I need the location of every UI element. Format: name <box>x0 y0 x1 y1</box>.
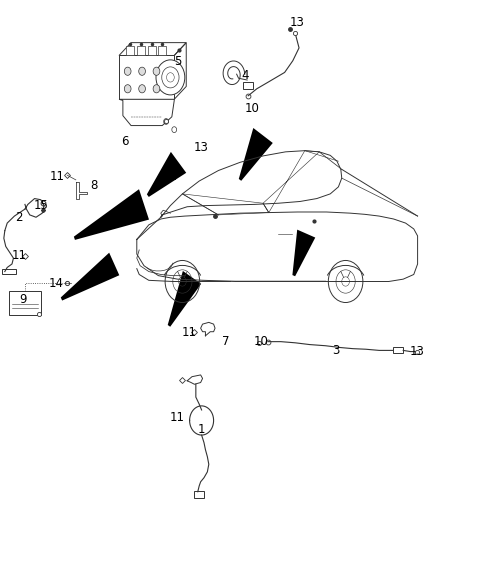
Circle shape <box>139 85 145 93</box>
FancyBboxPatch shape <box>137 46 145 55</box>
Text: 2: 2 <box>15 211 23 224</box>
Circle shape <box>153 67 160 75</box>
Text: 13: 13 <box>194 141 209 154</box>
Polygon shape <box>119 99 174 126</box>
Circle shape <box>156 60 185 95</box>
FancyBboxPatch shape <box>119 55 174 99</box>
FancyBboxPatch shape <box>243 82 253 89</box>
Text: 11: 11 <box>12 249 27 262</box>
Polygon shape <box>168 271 201 327</box>
Text: 10: 10 <box>254 335 269 348</box>
Text: 9: 9 <box>19 293 27 305</box>
FancyBboxPatch shape <box>194 491 204 498</box>
Polygon shape <box>292 230 315 276</box>
Text: 13: 13 <box>290 16 305 29</box>
Text: 13: 13 <box>410 345 425 358</box>
FancyBboxPatch shape <box>393 347 403 353</box>
Circle shape <box>124 85 131 93</box>
FancyBboxPatch shape <box>9 291 41 315</box>
Polygon shape <box>61 253 120 301</box>
Text: 8: 8 <box>90 179 97 192</box>
FancyBboxPatch shape <box>2 269 16 274</box>
Text: 5: 5 <box>174 55 181 68</box>
Circle shape <box>162 67 179 88</box>
Polygon shape <box>74 189 149 240</box>
FancyBboxPatch shape <box>126 46 134 55</box>
Text: 15: 15 <box>34 199 48 212</box>
Text: 1: 1 <box>198 423 205 436</box>
Text: 12: 12 <box>163 170 178 183</box>
FancyBboxPatch shape <box>158 46 166 55</box>
Text: 7: 7 <box>222 335 229 348</box>
Circle shape <box>139 67 145 75</box>
Text: 11: 11 <box>182 326 197 339</box>
Polygon shape <box>147 152 186 197</box>
Circle shape <box>124 67 131 75</box>
Text: 10: 10 <box>245 102 259 114</box>
Text: 11: 11 <box>170 411 185 424</box>
Text: 3: 3 <box>332 344 340 357</box>
Text: 6: 6 <box>121 135 129 148</box>
Circle shape <box>153 85 160 93</box>
Text: 11: 11 <box>50 170 65 183</box>
Text: 4: 4 <box>241 69 249 82</box>
Polygon shape <box>239 128 273 181</box>
FancyBboxPatch shape <box>148 46 156 55</box>
Text: 14: 14 <box>49 277 64 290</box>
